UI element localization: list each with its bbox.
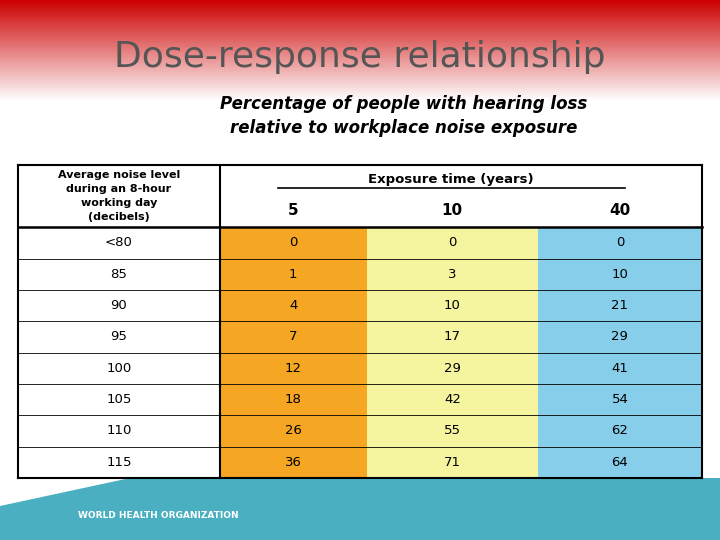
Text: 4: 4 [289,299,297,312]
Text: 85: 85 [110,268,127,281]
Text: 64: 64 [611,456,629,469]
Text: 95: 95 [110,330,127,343]
Text: Exposure time (years): Exposure time (years) [369,173,534,186]
Text: 0: 0 [448,237,456,249]
Text: 36: 36 [285,456,302,469]
Text: 41: 41 [611,362,629,375]
Text: 5: 5 [288,203,299,218]
Text: 10: 10 [444,299,461,312]
Text: 0: 0 [289,237,297,249]
Text: 115: 115 [106,456,132,469]
Text: WORLD HEALTH ORGANIZATION: WORLD HEALTH ORGANIZATION [78,511,239,520]
Text: 18: 18 [285,393,302,406]
Text: 100: 100 [107,362,132,375]
Text: <80: <80 [105,237,132,249]
Text: Percentage of people with hearing loss
relative to workplace noise exposure: Percentage of people with hearing loss r… [220,95,587,137]
Text: 10: 10 [611,268,629,281]
Text: 54: 54 [611,393,629,406]
Text: 29: 29 [611,330,629,343]
Text: 7: 7 [289,330,297,343]
Text: 110: 110 [107,424,132,437]
Text: 71: 71 [444,456,461,469]
Text: 21: 21 [611,299,629,312]
Text: 12: 12 [285,362,302,375]
Text: Dose-response relationship: Dose-response relationship [114,40,606,73]
Text: 90: 90 [110,299,127,312]
Text: 42: 42 [444,393,461,406]
Text: 26: 26 [285,424,302,437]
Text: 62: 62 [611,424,629,437]
Text: Average noise level
during an 8-hour
working day
(decibels): Average noise level during an 8-hour wor… [58,170,180,222]
Text: 3: 3 [448,268,456,281]
Text: 0: 0 [616,237,624,249]
Text: 40: 40 [609,203,631,218]
Text: 17: 17 [444,330,461,343]
Text: 105: 105 [107,393,132,406]
Text: 1: 1 [289,268,297,281]
Text: 55: 55 [444,424,461,437]
Text: 10: 10 [442,203,463,218]
Text: 29: 29 [444,362,461,375]
